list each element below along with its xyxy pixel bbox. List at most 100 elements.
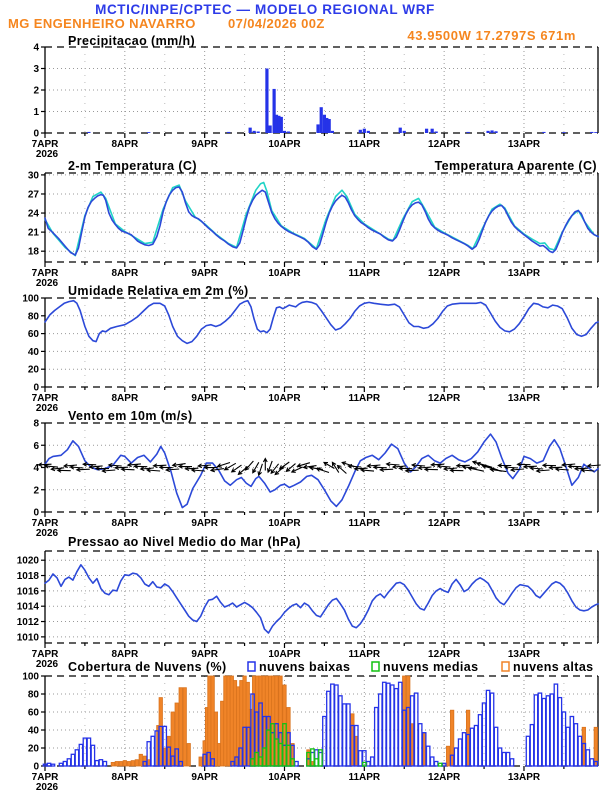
x-tick-label: 8APR xyxy=(111,268,138,279)
y-tick-label: 1018 xyxy=(17,571,40,582)
panel-temperatura: 18 21 24 27 30 7APR 8APR 9APR 10APR 11APR 12APR 13A… xyxy=(28,159,600,289)
y-tick-label: 2 xyxy=(33,86,39,97)
y-tick-label: 40 xyxy=(28,726,40,737)
x-tick-label: 13APR xyxy=(508,393,541,404)
panel-umidade: 0 20 40 60 80 100 7APR 8APR 9APR 10APR 11APR 12APR 1… xyxy=(22,284,600,414)
x-tick-label: 13APR xyxy=(508,139,541,150)
x-tick-label: 10APR xyxy=(268,518,301,529)
y-tick-label: 0 xyxy=(33,129,39,140)
legend-label: nuvens altas xyxy=(513,660,594,674)
x-tick-label: 10APR xyxy=(268,772,301,783)
y-tick-label: 1010 xyxy=(17,632,40,643)
x-tick-label: 9APR xyxy=(191,772,218,783)
wind-vector-arrows xyxy=(37,457,601,477)
y-tick-label: 80 xyxy=(28,311,40,322)
y-tick-label: 1016 xyxy=(17,586,40,597)
x-axis-year-label: 2026 xyxy=(36,528,59,539)
x-tick-label: 7APR xyxy=(32,268,59,279)
legend-swatch-icon xyxy=(247,661,256,672)
x-tick-label: 10APR xyxy=(268,393,301,404)
x-tick-label: 8APR xyxy=(111,772,138,783)
panel-pressao: 1010 1012 1014 1016 1018 1020 7APR 8APR 9APR 10AP… xyxy=(17,535,600,670)
x-tick-label: 12APR xyxy=(428,772,461,783)
y-tick-label: 0 xyxy=(33,762,39,773)
series-line-temperatura-aparente-c- xyxy=(44,181,600,257)
x-tick-label: 8APR xyxy=(111,393,138,404)
x-tick-label: 7APR xyxy=(32,772,59,783)
y-tick-label: 1020 xyxy=(17,556,40,567)
x-axis-year-label: 2026 xyxy=(36,278,59,289)
x-axis-year-label: 2026 xyxy=(36,403,59,414)
panel-title-temperatura: 2-m Temperatura (C) xyxy=(68,159,197,173)
x-axis-year-label: 2026 xyxy=(36,782,59,792)
x-tick-label: 7APR xyxy=(32,649,59,660)
run-datetime: 07/04/2026 00Z xyxy=(228,16,325,31)
panel-title-pressao: Pressao ao Nivel Medio do Mar (hPa) xyxy=(68,535,301,549)
aparente-series-label: Temperatura Aparente (C) xyxy=(435,159,597,173)
legend-label: nuvens baixas xyxy=(259,660,350,674)
y-tick-label: 21 xyxy=(28,228,40,239)
x-tick-label: 12APR xyxy=(428,268,461,279)
y-tick-label: 24 xyxy=(28,209,40,220)
x-tick-label: 11APR xyxy=(348,393,380,404)
x-axis-year-label: 2026 xyxy=(36,149,59,160)
panel-title-precipitacao: Precipitacao (mm/h) xyxy=(68,34,195,48)
cloud-bars-nuvens-medias xyxy=(250,723,443,767)
x-tick-label: 7APR xyxy=(32,518,59,529)
x-tick-label: 10APR xyxy=(268,139,301,150)
x-tick-label: 12APR xyxy=(428,139,461,150)
x-tick-label: 11APR xyxy=(348,772,380,783)
panel-nuvens: 0 20 40 60 80 100 7APR 8APR 9APR 10APR 11APR 12APR 1… xyxy=(22,660,599,792)
x-axis-year-label: 2026 xyxy=(36,659,59,670)
series-line-pressao-ao-nivel-medio-do-mar-hpa- xyxy=(44,563,600,634)
x-tick-label: 9APR xyxy=(191,139,218,150)
x-tick-label: 12APR xyxy=(428,518,461,529)
y-tick-label: 0 xyxy=(33,508,39,519)
x-tick-label: 9APR xyxy=(191,268,218,279)
y-tick-label: 60 xyxy=(28,329,40,340)
location-coords: 43.9500W 17.2797S 671m xyxy=(407,28,576,43)
x-tick-label: 8APR xyxy=(111,518,138,529)
y-tick-label: 60 xyxy=(28,708,40,719)
cloud-bars-nuvens-baixas xyxy=(42,681,599,767)
y-tick-label: 8 xyxy=(33,419,39,430)
model-title: MCTIC/INPE/CPTEC — MODELO REGIONAL WRF xyxy=(95,2,435,17)
x-tick-label: 13APR xyxy=(508,518,541,529)
y-tick-label: 1012 xyxy=(17,617,40,628)
panel-vento: 0 2 4 6 8 7APR 8APR 9APR 10APR 11APR 12APR 13APR 202… xyxy=(32,409,601,539)
y-tick-label: 18 xyxy=(28,247,40,258)
precipitacao-bars xyxy=(87,68,598,133)
x-tick-label: 11APR xyxy=(348,649,380,660)
x-tick-label: 13APR xyxy=(508,268,541,279)
x-tick-label: 12APR xyxy=(428,649,461,660)
panel-title-nuvens: Cobertura de Nuvens (%) xyxy=(68,660,227,674)
panel-title-vento: Vento em 10m (m/s) xyxy=(68,409,193,423)
y-tick-label: 30 xyxy=(28,170,40,181)
station-name: MG ENGENHEIRO NAVARRO xyxy=(8,16,196,31)
y-tick-label: 100 xyxy=(22,294,39,305)
series-line-vento-em-10m-m-s- xyxy=(44,433,600,509)
x-tick-label: 9APR xyxy=(191,518,218,529)
y-tick-label: 4 xyxy=(33,43,39,54)
x-tick-label: 13APR xyxy=(508,649,541,660)
y-tick-label: 80 xyxy=(28,690,40,701)
legend-swatch-icon xyxy=(501,661,510,672)
x-tick-label: 9APR xyxy=(191,649,218,660)
y-tick-label: 1014 xyxy=(17,602,40,613)
y-tick-label: 100 xyxy=(22,672,39,683)
y-tick-label: 40 xyxy=(28,347,40,358)
x-tick-label: 13APR xyxy=(508,772,541,783)
y-tick-label: 27 xyxy=(28,189,40,200)
y-tick-label: 1 xyxy=(33,107,39,118)
x-tick-label: 11APR xyxy=(348,268,380,279)
x-tick-label: 11APR xyxy=(348,518,380,529)
x-tick-label: 8APR xyxy=(111,139,138,150)
x-tick-label: 11APR xyxy=(348,139,380,150)
x-tick-label: 12APR xyxy=(428,393,461,404)
series-line-2-m-temperatura-c- xyxy=(44,186,600,256)
legend-label: nuvens medias xyxy=(383,660,479,674)
y-tick-label: 3 xyxy=(33,64,39,75)
series-line-umidade-relativa-em-2m- xyxy=(44,299,600,345)
